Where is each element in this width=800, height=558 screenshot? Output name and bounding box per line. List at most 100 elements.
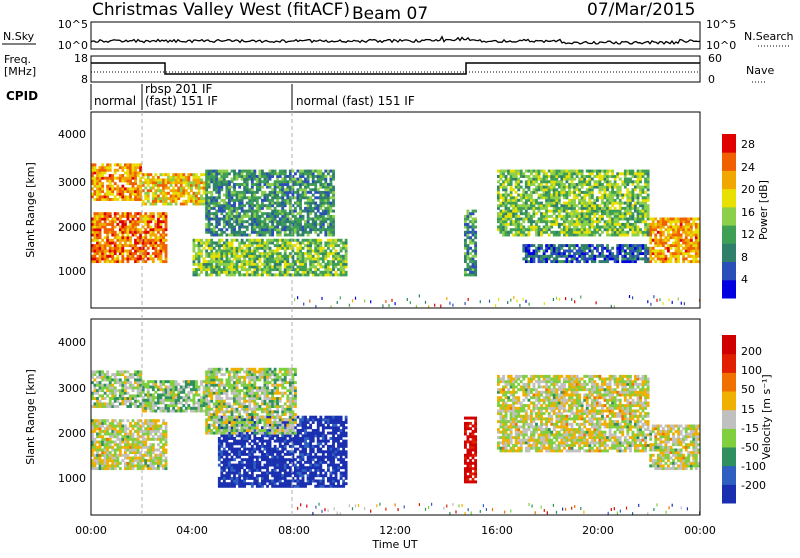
power-cell — [553, 175, 556, 178]
power-cell-speckle — [681, 302, 682, 305]
power-cell — [500, 215, 503, 218]
power-cell — [215, 196, 218, 199]
velocity-cell — [94, 446, 97, 449]
power-cell — [236, 183, 239, 186]
power-cell — [160, 247, 163, 250]
velocity-cell — [109, 454, 112, 457]
power-cell — [601, 215, 604, 218]
power-cell — [317, 247, 320, 250]
power-cell — [530, 220, 533, 223]
power-cell — [109, 215, 112, 218]
power-cell — [312, 188, 315, 191]
power-cell — [474, 242, 477, 245]
power-cell — [198, 197, 201, 200]
power-cell — [147, 192, 150, 195]
power-cell — [238, 226, 241, 229]
power-cell — [220, 180, 223, 183]
velocity-cell — [104, 464, 107, 467]
power-cell — [639, 247, 642, 250]
velocity-cell — [129, 430, 132, 433]
power-cell — [324, 210, 327, 213]
power-cell — [581, 228, 584, 231]
velocity-cell — [106, 457, 109, 460]
power-cell — [187, 195, 190, 198]
power-cell — [101, 169, 104, 172]
power-cell — [106, 244, 109, 247]
power-cb-tick-24: 24 — [741, 161, 755, 174]
power-cell — [642, 207, 645, 210]
power-cell — [558, 234, 561, 237]
power-cell — [629, 252, 632, 255]
power-cell — [129, 195, 132, 198]
power-cell — [591, 196, 594, 199]
power-cell — [634, 234, 637, 237]
power-cell — [657, 226, 660, 229]
power-cell — [248, 210, 251, 213]
power-cell — [657, 220, 660, 223]
power-cell — [659, 228, 662, 231]
power-cell-speckle — [596, 301, 597, 304]
power-cell — [619, 204, 622, 207]
power-cell — [322, 199, 325, 202]
power-cell — [609, 210, 612, 213]
power-cell — [307, 172, 310, 175]
power-cell — [210, 218, 213, 221]
power-cell — [332, 199, 335, 202]
velocity-cell — [94, 405, 97, 408]
power-cell — [96, 177, 99, 180]
power-cell — [555, 257, 558, 260]
power-cell — [695, 244, 698, 247]
power-cell — [243, 191, 246, 194]
power-cell — [642, 188, 645, 191]
power-cell — [104, 220, 107, 223]
power-cell — [241, 218, 244, 221]
power-cell — [530, 252, 533, 255]
power-cell-speckle — [522, 298, 523, 301]
power-cell — [543, 194, 546, 197]
power-cell — [292, 186, 295, 189]
power-cell — [147, 231, 150, 234]
power-cell — [106, 193, 109, 196]
power-cell — [142, 200, 145, 203]
power-cell — [266, 204, 269, 207]
power-cell — [644, 231, 647, 234]
velocity-cell — [121, 438, 124, 441]
power-cell — [571, 191, 574, 194]
power-cell — [109, 247, 112, 250]
power-cell — [517, 194, 520, 197]
velocity-cell — [147, 425, 150, 428]
power-cell — [538, 210, 541, 213]
power-cell — [563, 183, 566, 186]
power-cell — [469, 268, 472, 271]
power-cell — [525, 212, 528, 215]
power-cell — [200, 268, 203, 271]
power-cell — [690, 223, 693, 226]
power-cell — [160, 192, 163, 195]
power-cell — [322, 202, 325, 205]
power-cell — [276, 199, 279, 202]
power-cell — [121, 190, 124, 193]
power-cell — [233, 257, 236, 260]
velocity-cell — [104, 419, 107, 422]
power-cell — [591, 172, 594, 175]
power-cell — [520, 207, 523, 210]
power-cell — [215, 223, 218, 226]
power-cell — [144, 215, 147, 218]
power-cell — [642, 199, 645, 202]
power-cell — [238, 175, 241, 178]
power-cell — [626, 178, 629, 181]
power-cell — [111, 247, 114, 250]
power-cell — [583, 244, 586, 247]
power-cell — [114, 260, 117, 263]
power-cell — [175, 181, 178, 184]
power-cell — [642, 172, 645, 175]
power-cell — [644, 260, 647, 263]
power-cell — [588, 210, 591, 213]
power-cell — [205, 218, 208, 221]
power-cell — [566, 257, 569, 260]
power-cell — [205, 250, 208, 253]
power-cell — [241, 210, 244, 213]
power-cell — [205, 265, 208, 268]
velocity-cell — [109, 467, 112, 470]
power-cell — [578, 255, 581, 258]
